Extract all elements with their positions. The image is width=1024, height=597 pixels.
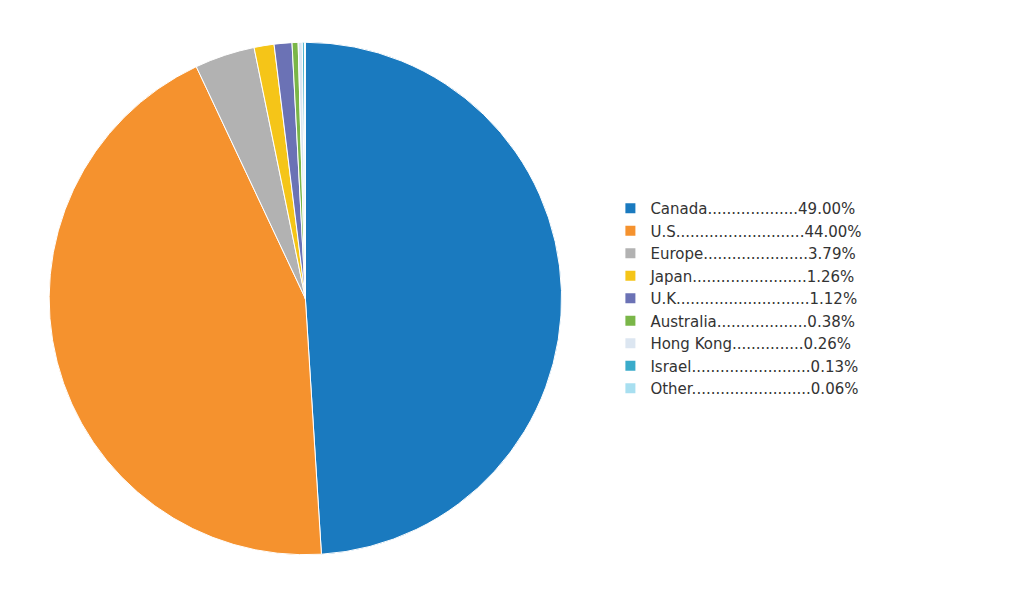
svg-text:Canada...................49.00: Canada...................49.00% [650,200,855,218]
svg-text:Japan........................1: Japan........................1.26% [649,268,854,286]
svg-text:U.S...........................: U.S...........................44.00% [650,223,861,241]
svg-text:Israel........................: Israel.........................0.13% [650,358,858,376]
svg-text:Other.........................: Other.........................0.06% [650,380,858,398]
svg-text:Australia...................0.: Australia...................0.38% [650,313,855,331]
svg-text:Europe......................3.: Europe......................3.79% [650,245,855,263]
svg-text:Hong Kong...............0.26%: Hong Kong...............0.26% [650,335,851,353]
svg-text:U.K...........................: U.K............................1.12% [650,290,857,308]
